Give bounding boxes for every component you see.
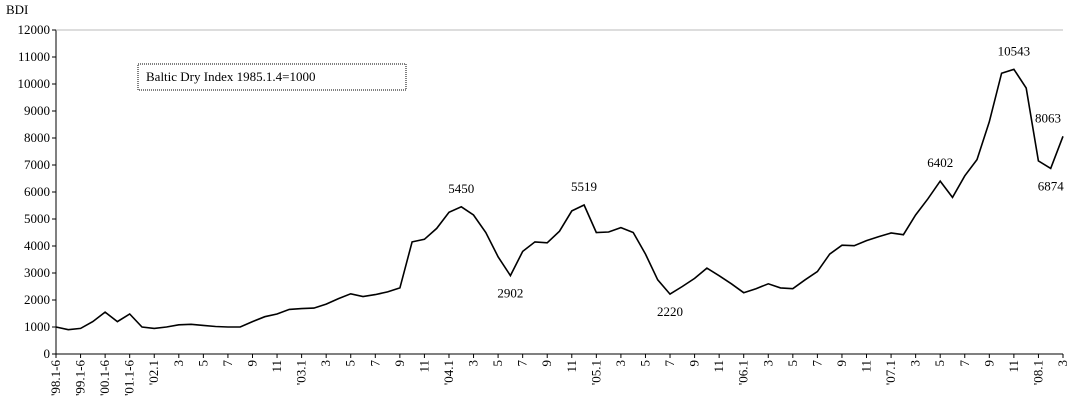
data-label: 2220 — [657, 304, 683, 319]
x-tick-label: 7 — [957, 360, 972, 367]
x-tick-label: 7 — [515, 360, 530, 367]
x-tick-label: '04.1 — [441, 360, 456, 385]
x-tick-label: '00.1-6 — [97, 360, 112, 396]
x-tick-label: 3 — [908, 360, 923, 367]
x-tick-label: 3 — [171, 360, 186, 367]
x-tick-label: 5 — [490, 360, 505, 367]
y-tick-label: 9000 — [24, 103, 50, 118]
y-tick-label: 1000 — [24, 319, 50, 334]
x-tick-label: 9 — [687, 360, 702, 367]
x-tick-label: 5 — [195, 360, 210, 367]
x-tick-label: 5 — [932, 360, 947, 367]
x-tick-label: '98.1-6 — [48, 360, 63, 396]
line — [55, 68, 1064, 331]
data-label: 6874 — [1038, 178, 1065, 193]
y-tick-label: 3000 — [24, 265, 50, 280]
x-tick-label: 3 — [1055, 360, 1067, 367]
x-tick-label: 7 — [662, 360, 677, 367]
x-tick-label: '07.1 — [883, 360, 898, 385]
x-tick-label: 3 — [760, 360, 775, 367]
y-tick-label: 6000 — [24, 184, 50, 199]
y-tick-label: 10000 — [18, 76, 51, 91]
x-tick-label: '06.1 — [736, 360, 751, 385]
y-tick-label: 7000 — [24, 157, 50, 172]
x-tick-label: '03.1 — [294, 360, 309, 385]
y-tick-label: 4000 — [24, 238, 50, 253]
x-tick-label: 11 — [1006, 360, 1021, 373]
x-tick-label: 3 — [466, 360, 481, 367]
data-label: 5519 — [571, 179, 597, 194]
x-tick-label: 9 — [981, 360, 996, 367]
x-tick-label: 7 — [809, 360, 824, 367]
x-tick-label: 7 — [367, 360, 382, 367]
y-tick-label: 8000 — [24, 130, 50, 145]
x-tick-label: 11 — [564, 360, 579, 373]
x-tick-label: '01.1-6 — [122, 360, 137, 396]
x-tick-label: '99.1-6 — [73, 360, 88, 396]
data-label: 10543 — [998, 43, 1031, 58]
x-tick-label: '02.1 — [146, 360, 161, 385]
data-label: 2902 — [497, 286, 523, 301]
y-tick-label: 0 — [44, 346, 51, 361]
x-tick-label: 5 — [343, 360, 358, 367]
annotation-box — [137, 63, 407, 91]
annotation: Baltic Dry Index 1985.1.4=1000 — [146, 69, 315, 84]
data-label: 5450 — [448, 181, 474, 196]
data-label: 8063 — [1035, 110, 1061, 125]
x-tick-label: 9 — [244, 360, 259, 367]
x-tick-label: 11 — [711, 360, 726, 373]
x-tick-label: 11 — [859, 360, 874, 373]
y-axis-label: BDI — [6, 2, 28, 17]
x-tick-label: 5 — [785, 360, 800, 367]
x-tick-label: 7 — [220, 360, 235, 367]
y-tick-label: 5000 — [24, 211, 50, 226]
x-tick-label: 5 — [637, 360, 652, 367]
y-tick-label: 2000 — [24, 292, 50, 307]
x-tick-label: 11 — [269, 360, 284, 373]
y-tick-label: 12000 — [18, 22, 51, 37]
x-tick-label: '08.1 — [1030, 360, 1045, 385]
x-tick-label: 9 — [539, 360, 554, 367]
x-tick-label: 11 — [416, 360, 431, 373]
x-tick-label: 9 — [834, 360, 849, 367]
x-tick-label: '05.1 — [588, 360, 603, 385]
x-tick-label: 3 — [613, 360, 628, 367]
x-tick-label: 9 — [392, 360, 407, 367]
data-label: 6402 — [927, 155, 953, 170]
x-tick-label: 3 — [318, 360, 333, 367]
y-tick-label: 11000 — [18, 49, 50, 64]
